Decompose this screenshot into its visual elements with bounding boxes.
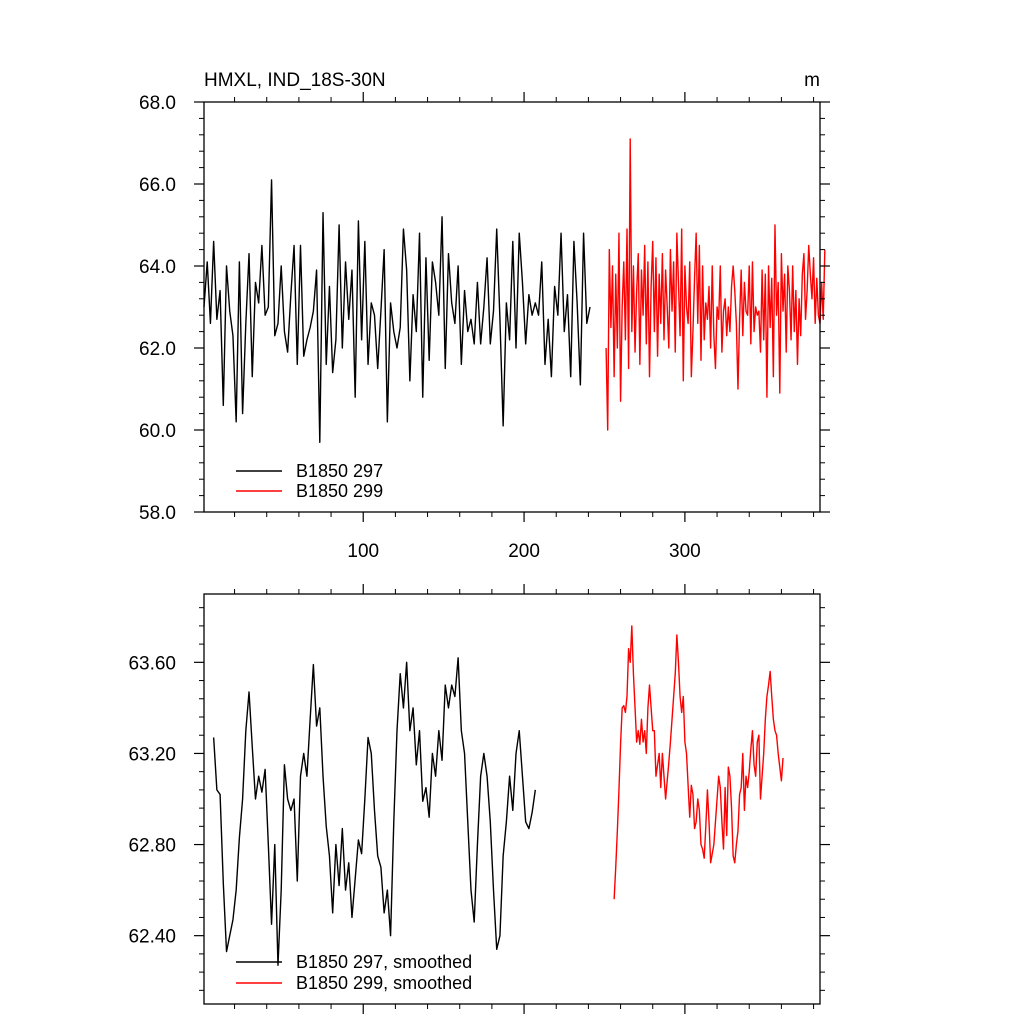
y-tick-label: 62.80 — [128, 836, 176, 857]
bottom-panel-ticks: 62.40 62.80 63.20 63.60 — [128, 584, 830, 1014]
top-panel-title: HMXL, IND_18S-30N — [204, 70, 386, 91]
bottom-panel-series — [212, 625, 784, 966]
series-line-1 — [613, 625, 784, 900]
bottom-panel-legend: B1850 297, smoothed B1850 299, smoothed — [236, 952, 472, 993]
y-tick-label: 58.0 — [139, 503, 176, 524]
y-tick-label: 64.0 — [139, 257, 176, 278]
y-tick-label: 63.60 — [128, 653, 176, 674]
y-tick-label: 62.0 — [139, 339, 176, 360]
x-tick-label: 300 — [669, 541, 701, 562]
series-line-0 — [212, 657, 537, 966]
series-line-1 — [605, 138, 826, 431]
y-tick-label: 63.20 — [128, 744, 176, 765]
legend-label-b1850-299-smoothed: B1850 299, smoothed — [296, 973, 472, 993]
top-panel-units: m — [804, 70, 820, 91]
y-tick-label: 66.0 — [139, 175, 176, 196]
bottom-panel-frame — [203, 593, 821, 1005]
top-panel-ticks: 100 200 300 58.0 60.0 62.0 64.0 66.0 68.0 — [139, 92, 830, 562]
y-tick-label: 62.40 — [128, 927, 176, 948]
x-tick-label: 100 — [347, 541, 379, 562]
top-panel-frame — [203, 101, 821, 513]
legend-label-b1850-297: B1850 297 — [296, 461, 383, 481]
bottom-panel: 62.40 62.80 63.20 63.60 B1850 297, smoothed… — [128, 584, 830, 1014]
legend-label-b1850-299: B1850 299 — [296, 481, 383, 501]
legend-label-b1850-297-smoothed: B1850 297, smoothed — [296, 952, 472, 972]
series-line-0 — [203, 179, 591, 443]
top-panel: HMXL, IND_18S-30N m 100 200 300 58.0 60.0 62.… — [139, 70, 830, 562]
y-tick-label: 60.0 — [139, 421, 176, 442]
y-tick-label: 68.0 — [139, 93, 176, 114]
x-tick-label: 200 — [508, 541, 540, 562]
top-panel-series — [203, 138, 826, 443]
top-panel-legend: B1850 297 B1850 299 — [236, 461, 383, 501]
